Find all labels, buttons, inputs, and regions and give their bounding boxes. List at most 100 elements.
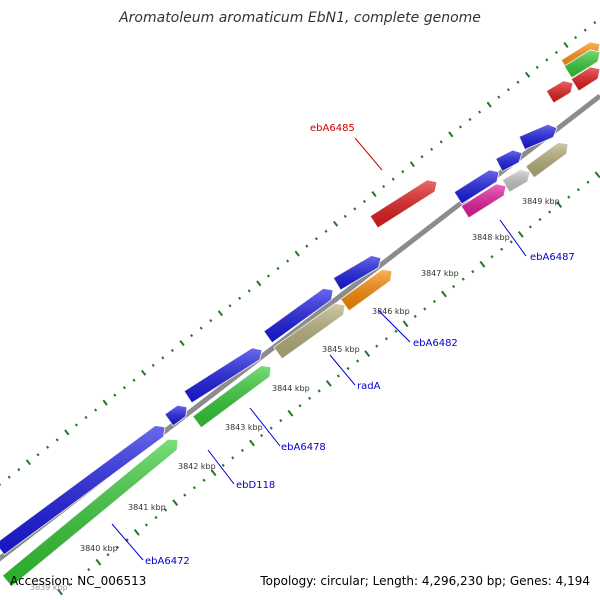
tick-mark xyxy=(17,468,21,472)
tick-mark xyxy=(594,171,600,179)
tick-mark xyxy=(68,582,72,587)
gene-feature-shade xyxy=(370,179,437,228)
tick-mark xyxy=(554,50,558,55)
tick-mark xyxy=(133,529,140,536)
tick-mark xyxy=(486,101,492,108)
tick-mark xyxy=(509,240,513,244)
tick-mark xyxy=(116,545,120,549)
tick-mark xyxy=(452,284,456,289)
tick-mark xyxy=(556,201,563,208)
gene-feature-shade xyxy=(564,49,600,78)
gene-feature-shade xyxy=(546,80,573,103)
tick-mark xyxy=(94,408,98,412)
scale-label: 3842 kbp xyxy=(178,462,216,471)
gene-label-leader xyxy=(377,309,411,343)
tick-mark xyxy=(170,348,174,353)
tick-mark xyxy=(500,247,504,251)
tick-mark xyxy=(140,369,147,376)
tick-mark xyxy=(490,255,494,259)
tick-mark xyxy=(432,299,436,304)
scale-labels: 3839 kbp 3840 kbp 3841 kbp 3842 kbp 3843 kbp… xyxy=(30,197,560,592)
tick-mark xyxy=(183,493,187,497)
tick-mark xyxy=(430,147,434,151)
tick-mark xyxy=(287,409,294,417)
gene-label-leader xyxy=(207,449,235,485)
tick-mark xyxy=(528,225,532,229)
tick-mark xyxy=(122,386,126,390)
tick-mark xyxy=(413,314,417,318)
tick-mark xyxy=(336,374,340,378)
tick-mark xyxy=(228,304,232,308)
gene-feature-shade xyxy=(184,347,262,403)
accession-text: Accession: NC_006513 xyxy=(10,574,147,588)
scale-label: 3841 kbp xyxy=(128,503,166,512)
tick-mark xyxy=(324,229,328,233)
tick-mark xyxy=(154,515,158,520)
tick-mark xyxy=(74,423,78,427)
tick-mark xyxy=(441,290,447,298)
tick-mark xyxy=(286,259,290,263)
tick-mark xyxy=(266,274,270,278)
gene-label-ebD118: ebD118 xyxy=(236,480,275,491)
gene-label-ebA6478: ebA6478 xyxy=(281,442,326,453)
tick-mark xyxy=(210,469,217,477)
tick-mark xyxy=(102,399,108,406)
tick-mark xyxy=(256,280,262,287)
gene-features xyxy=(0,41,600,587)
tick-mark xyxy=(548,210,552,214)
tick-mark xyxy=(190,333,194,338)
tick-mark xyxy=(471,270,475,274)
tick-mark xyxy=(249,439,255,447)
genome-summary-text: Topology: circular; Length: 4,296,230 bp… xyxy=(260,574,590,588)
tick-mark xyxy=(574,35,578,40)
gene-label-leader xyxy=(354,137,383,171)
tick-mark xyxy=(593,21,597,25)
gene-feature-shade xyxy=(495,150,522,172)
tick-mark xyxy=(151,363,155,367)
tick-mark xyxy=(84,415,88,420)
tick-mark xyxy=(458,125,462,129)
tick-mark xyxy=(382,184,386,189)
tick-mark xyxy=(46,445,50,449)
outer-tick-ring xyxy=(0,21,597,486)
tick-mark xyxy=(231,456,235,460)
tick-mark xyxy=(535,65,539,69)
tick-mark xyxy=(113,393,117,397)
tick-mark xyxy=(517,231,524,238)
gene-feature-shade xyxy=(192,365,271,428)
tick-mark xyxy=(375,344,379,348)
gene-label-ebA6487: ebA6487 xyxy=(530,252,575,263)
gene-feature-shade xyxy=(263,288,333,343)
tick-mark xyxy=(202,478,206,482)
tick-mark xyxy=(172,499,179,506)
tick-mark xyxy=(298,404,302,408)
tick-mark xyxy=(332,220,339,227)
tick-mark xyxy=(132,378,136,382)
tick-mark xyxy=(506,88,510,92)
gene-feature-shade xyxy=(340,269,392,311)
gene-feature-shade xyxy=(0,425,165,555)
tick-mark xyxy=(294,250,300,257)
tick-mark xyxy=(468,117,472,122)
gene-feature-shade xyxy=(273,303,345,359)
tick-mark xyxy=(583,28,587,32)
tick-mark xyxy=(279,419,283,423)
tick-mark xyxy=(276,266,280,271)
tick-mark xyxy=(586,180,590,184)
tick-mark xyxy=(179,340,185,346)
gene-label-leader xyxy=(249,407,281,447)
tick-mark xyxy=(420,155,424,159)
gene-feature-shade xyxy=(525,142,568,178)
scale-label: 3839 kbp xyxy=(30,583,68,592)
tick-mark xyxy=(524,71,531,78)
tick-mark xyxy=(238,296,242,300)
tick-mark xyxy=(192,486,196,490)
gene-feature-shade xyxy=(454,169,499,204)
gene-label-leader xyxy=(111,523,144,561)
tick-mark xyxy=(77,575,81,579)
tick-mark xyxy=(401,170,405,174)
tick-mark xyxy=(343,214,347,218)
tick-mark xyxy=(217,310,224,317)
tick-mark xyxy=(106,553,110,557)
